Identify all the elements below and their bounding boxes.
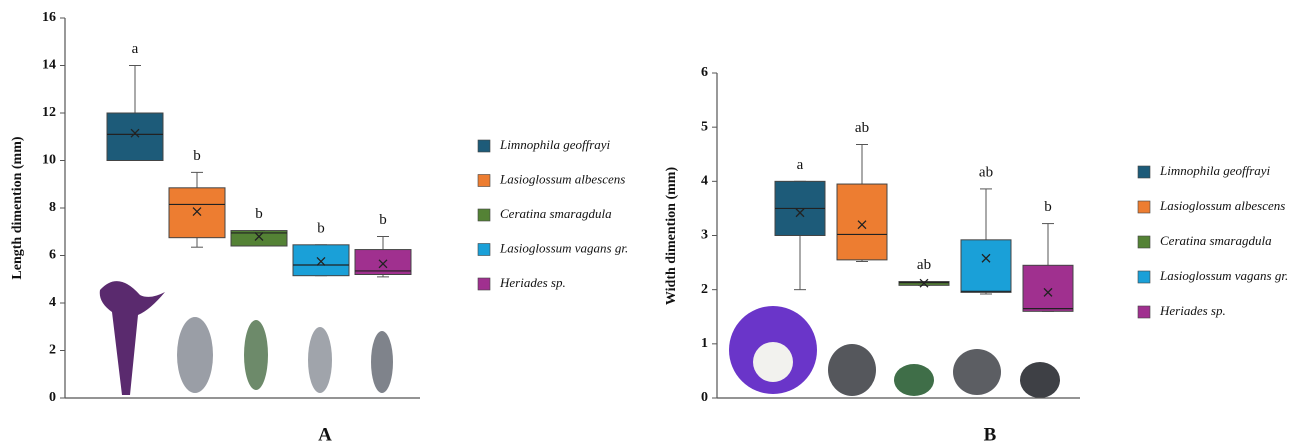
y-tick-label: 4 [701,174,708,189]
bee-image [894,364,934,396]
legend-swatch [478,278,490,290]
y-tick-label: 5 [701,119,708,134]
bee-image [308,327,332,393]
legend-swatch [478,209,490,221]
legend-swatch [1138,166,1150,178]
significance-letter: b [255,206,263,222]
y-tick-label: 6 [49,248,56,263]
bee-image [953,349,1001,395]
legend-swatch [1138,236,1150,248]
panel-label: B [984,424,997,445]
legend-label: Ceratina smaragdula [1160,233,1272,248]
significance-letter: b [379,212,387,228]
illustrations [100,281,1060,398]
legend-label: Ceratina smaragdula [500,206,612,221]
legend-swatch [1138,306,1150,318]
bee-image [371,331,393,393]
y-tick-label: 1 [701,336,708,351]
box [293,245,349,276]
y-tick-label: 12 [42,105,56,120]
significance-letter: a [797,157,804,173]
y-tick-label: 10 [42,153,56,168]
figure: 0246810121416Length dimention (mm)AaLimn… [0,0,1302,447]
box [1023,265,1073,311]
legend-label: Limnophila geoffrayi [1159,163,1271,178]
y-tick-label: 16 [42,10,56,25]
flower-image [100,281,165,395]
y-tick-label: 4 [49,295,56,310]
legend-swatch [478,175,490,187]
legend-swatch [478,244,490,256]
y-tick-label: 2 [701,282,708,297]
box [107,113,163,161]
legend-label: Heriades sp. [499,275,566,290]
panel-label: A [318,424,332,445]
box [961,240,1011,293]
legend-swatch [478,140,490,152]
bee-image [828,344,876,396]
y-tick-label: 8 [49,200,56,215]
significance-letter: ab [917,257,931,273]
significance-letter: b [1044,199,1052,215]
significance-letter: ab [855,120,869,136]
significance-letter: ab [979,164,993,180]
legend-label: Lasioglossum albescens [1159,198,1285,213]
box [169,188,225,238]
legend-label: Lasioglossum vagans gr. [1159,268,1288,283]
y-tick-label: 0 [701,390,708,405]
legend-label: Lasioglossum albescens [499,171,625,186]
significance-letter: a [132,41,139,57]
legend-label: Limnophila geoffrayi [499,137,611,152]
flower-image [753,342,793,382]
y-tick-label: 2 [49,343,56,358]
bee-image [244,320,268,390]
bee-image [177,317,213,393]
y-tick-label: 6 [701,65,708,80]
legend-swatch [1138,271,1150,283]
legend-label: Lasioglossum vagans gr. [499,240,628,255]
y-axis-label: Width dimention (mm) [664,167,679,306]
box [837,184,887,260]
significance-letter: b [193,148,201,164]
legend-label: Heriades sp. [1159,303,1226,318]
y-axis-label: Length dimention (mm) [10,136,25,279]
bee-image [1020,362,1060,398]
y-tick-label: 3 [701,228,708,243]
significance-letter: b [317,220,325,236]
y-tick-label: 14 [42,58,56,73]
legend-swatch [1138,201,1150,213]
y-tick-label: 0 [49,390,56,405]
